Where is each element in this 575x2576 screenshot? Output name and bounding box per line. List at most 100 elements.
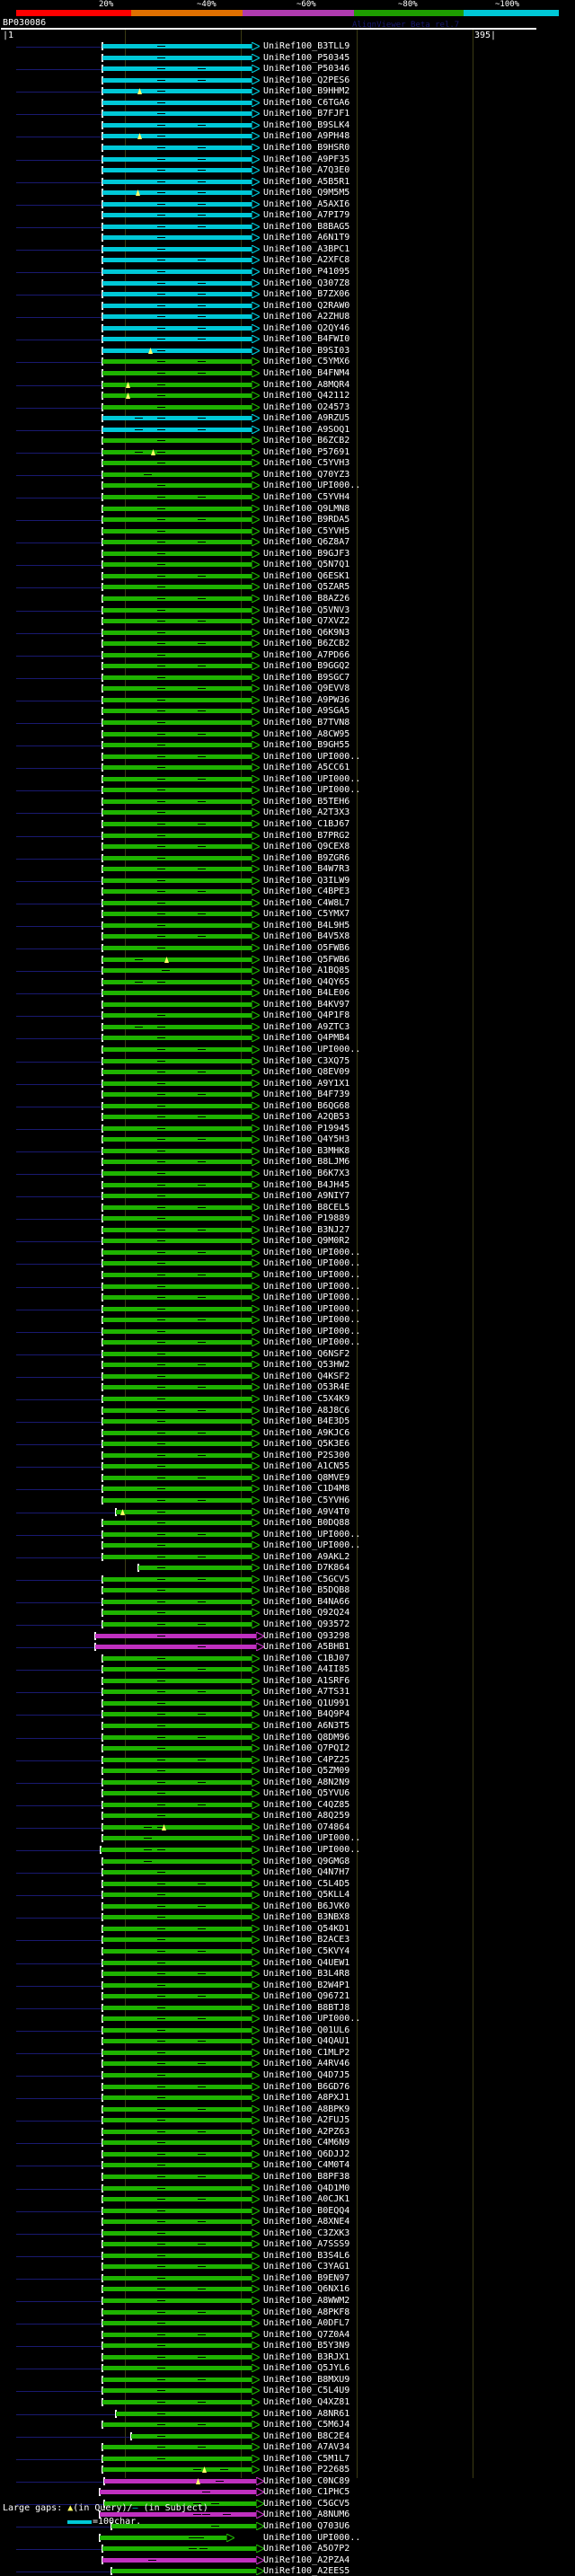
- alignment-row[interactable]: UniRef100_A1BQ85: [0, 966, 575, 975]
- alignment-row[interactable]: UniRef100_C5GCV5: [0, 2499, 575, 2509]
- hsp-bar[interactable]: [102, 900, 252, 905]
- hit-label[interactable]: UniRef100_Q2PES6: [263, 75, 350, 85]
- hsp-bar[interactable]: [102, 2332, 252, 2337]
- hsp-bar[interactable]: [102, 607, 252, 613]
- hsp-bar[interactable]: [95, 1633, 256, 1638]
- hsp-bar[interactable]: [102, 495, 252, 499]
- hsp-bar[interactable]: [102, 1667, 252, 1672]
- alignment-row[interactable]: UniRef100_B9GGQ2: [0, 661, 575, 671]
- alignment-row[interactable]: UniRef100_B4JH45: [0, 1180, 575, 1190]
- hsp-bar[interactable]: [102, 1103, 252, 1108]
- alignment-row[interactable]: UniRef100_B3MHK8: [0, 1146, 575, 1156]
- hit-label[interactable]: UniRef100_A7AV34: [263, 2442, 350, 2453]
- hsp-bar[interactable]: [102, 1058, 252, 1063]
- alignment-row[interactable]: UniRef100_C0NC89: [0, 2476, 575, 2486]
- hsp-bar[interactable]: [102, 619, 252, 624]
- hsp-bar[interactable]: [102, 765, 252, 771]
- hit-label[interactable]: UniRef100_B4FNM4: [263, 367, 350, 378]
- hit-label[interactable]: UniRef100_Q5VNV3: [263, 604, 350, 615]
- hsp-bar[interactable]: [102, 258, 252, 263]
- hit-label[interactable]: UniRef100_C4M6N9: [263, 2138, 350, 2148]
- hsp-bar[interactable]: [102, 1216, 252, 1222]
- hsp-bar[interactable]: [102, 1137, 252, 1142]
- alignment-row[interactable]: UniRef100_B9RDA5: [0, 515, 575, 525]
- alignment-row[interactable]: UniRef100_P50346: [0, 64, 575, 74]
- hit-label[interactable]: UniRef100_UPI000..: [263, 2532, 361, 2543]
- alignment-row[interactable]: UniRef100_UPI000..: [0, 2014, 575, 2024]
- alignment-row[interactable]: UniRef100_B8C2E4: [0, 2431, 575, 2441]
- hsp-bar[interactable]: [102, 1486, 252, 1492]
- hit-label[interactable]: UniRef100_B8BAG5: [263, 221, 350, 232]
- alignment-row[interactable]: UniRef100_A9V4T0: [0, 1507, 575, 1517]
- hsp-bar[interactable]: [102, 483, 252, 489]
- hit-label[interactable]: UniRef100_Q4D7J5: [263, 2070, 350, 2080]
- alignment-row[interactable]: UniRef100_B6QG68: [0, 1101, 575, 1111]
- hsp-bar[interactable]: [102, 235, 252, 241]
- hit-label[interactable]: UniRef100_C4PZ25: [263, 1754, 350, 1765]
- hit-label[interactable]: UniRef100_A8XNE4: [263, 2217, 350, 2228]
- hit-label[interactable]: UniRef100_C1MLP2: [263, 2047, 350, 2058]
- alignment-row[interactable]: UniRef100_UPI000..: [0, 1045, 575, 1054]
- alignment-row[interactable]: UniRef100_Q4D7J5: [0, 2070, 575, 2080]
- alignment-row[interactable]: UniRef100_O24573: [0, 401, 575, 412]
- hsp-bar[interactable]: [102, 1948, 252, 1954]
- hsp-bar[interactable]: [102, 1543, 252, 1548]
- alignment-row[interactable]: UniRef100_B9GJF3: [0, 549, 575, 559]
- alignment-row[interactable]: UniRef100_B9HSR0: [0, 143, 575, 153]
- hsp-bar[interactable]: [102, 156, 252, 162]
- alignment-row[interactable]: UniRef100_B2ACE3: [0, 1935, 575, 1945]
- alignment-row[interactable]: UniRef100_A4RV46: [0, 2059, 575, 2069]
- hsp-bar[interactable]: [102, 2106, 252, 2112]
- alignment-row[interactable]: UniRef100_C3YAG1: [0, 2262, 575, 2272]
- alignment-row[interactable]: UniRef100_C5KVY4: [0, 1946, 575, 1956]
- hit-label[interactable]: UniRef100_O24573: [263, 401, 350, 412]
- alignment-row[interactable]: UniRef100_B4FWI0: [0, 334, 575, 344]
- hsp-bar[interactable]: [102, 1881, 252, 1886]
- alignment-row[interactable]: UniRef100_B6JVK0: [0, 1901, 575, 1911]
- hsp-bar[interactable]: [102, 641, 252, 647]
- alignment-row[interactable]: UniRef100_B7ZX06: [0, 289, 575, 299]
- hit-label[interactable]: UniRef100_C4M0T4: [263, 2160, 350, 2171]
- hsp-bar[interactable]: [102, 912, 252, 917]
- hit-label[interactable]: UniRef100_C3XQ75: [263, 1055, 350, 1066]
- hsp-bar[interactable]: [102, 776, 252, 781]
- hit-label[interactable]: UniRef100_A7TS31: [263, 1687, 350, 1698]
- hit-label[interactable]: UniRef100_B7FJF1: [263, 109, 350, 119]
- alignment-row[interactable]: UniRef100_A9NIY7: [0, 1191, 575, 1201]
- hsp-bar[interactable]: [102, 1442, 252, 1447]
- hsp-bar[interactable]: [102, 1318, 252, 1323]
- hit-label[interactable]: UniRef100_A7PD66: [263, 649, 350, 660]
- alignment-row[interactable]: UniRef100_A9ZTC3: [0, 1022, 575, 1032]
- alignment-row[interactable]: UniRef100_Q92Q24: [0, 1608, 575, 1618]
- alignment-row[interactable]: UniRef100_C5GCV5: [0, 1575, 575, 1584]
- hsp-bar[interactable]: [102, 595, 252, 601]
- hit-label[interactable]: UniRef100_Q93298: [263, 1630, 350, 1641]
- hsp-bar[interactable]: [102, 2388, 252, 2394]
- hsp-bar[interactable]: [131, 2433, 252, 2439]
- hit-label[interactable]: UniRef100_B6ZCB2: [263, 436, 350, 446]
- hit-label[interactable]: UniRef100_B2ACE3: [263, 1935, 350, 1945]
- hsp-bar[interactable]: [102, 55, 252, 60]
- hit-label[interactable]: UniRef100_UPI000..: [263, 1269, 361, 1280]
- hsp-bar[interactable]: [102, 1610, 252, 1616]
- hsp-bar[interactable]: [102, 303, 252, 308]
- alignment-row[interactable]: UniRef100_Q8MVE9: [0, 1473, 575, 1483]
- alignment-row[interactable]: UniRef100_UPI000..: [0, 1248, 575, 1257]
- alignment-row[interactable]: UniRef100_B3NBX8: [0, 1912, 575, 1922]
- hit-label[interactable]: UniRef100_O74864: [263, 1822, 350, 1832]
- alignment-row[interactable]: UniRef100_A9PF35: [0, 154, 575, 164]
- alignment-row[interactable]: UniRef100_B2W4P1: [0, 1981, 575, 1990]
- hsp-bar[interactable]: [102, 2174, 252, 2179]
- alignment-row[interactable]: UniRef100_B5DQB8: [0, 1585, 575, 1595]
- alignment-row[interactable]: UniRef100_A5O7P2: [0, 2544, 575, 2554]
- alignment-row[interactable]: UniRef100_A2T3X3: [0, 807, 575, 817]
- hit-label[interactable]: UniRef100_A5CC61: [263, 763, 350, 773]
- alignment-row[interactable]: UniRef100_Q5K3E6: [0, 1439, 575, 1449]
- hsp-bar[interactable]: [102, 1903, 252, 1909]
- hit-label[interactable]: UniRef100_B3TLL9: [263, 41, 350, 51]
- hsp-bar[interactable]: [102, 1712, 252, 1717]
- hsp-bar[interactable]: [102, 2275, 252, 2280]
- alignment-row[interactable]: UniRef100_A9RZU5: [0, 413, 575, 423]
- alignment-row[interactable]: UniRef100_UPI000..: [0, 1337, 575, 1347]
- hit-label[interactable]: UniRef100_P2S300: [263, 1450, 350, 1460]
